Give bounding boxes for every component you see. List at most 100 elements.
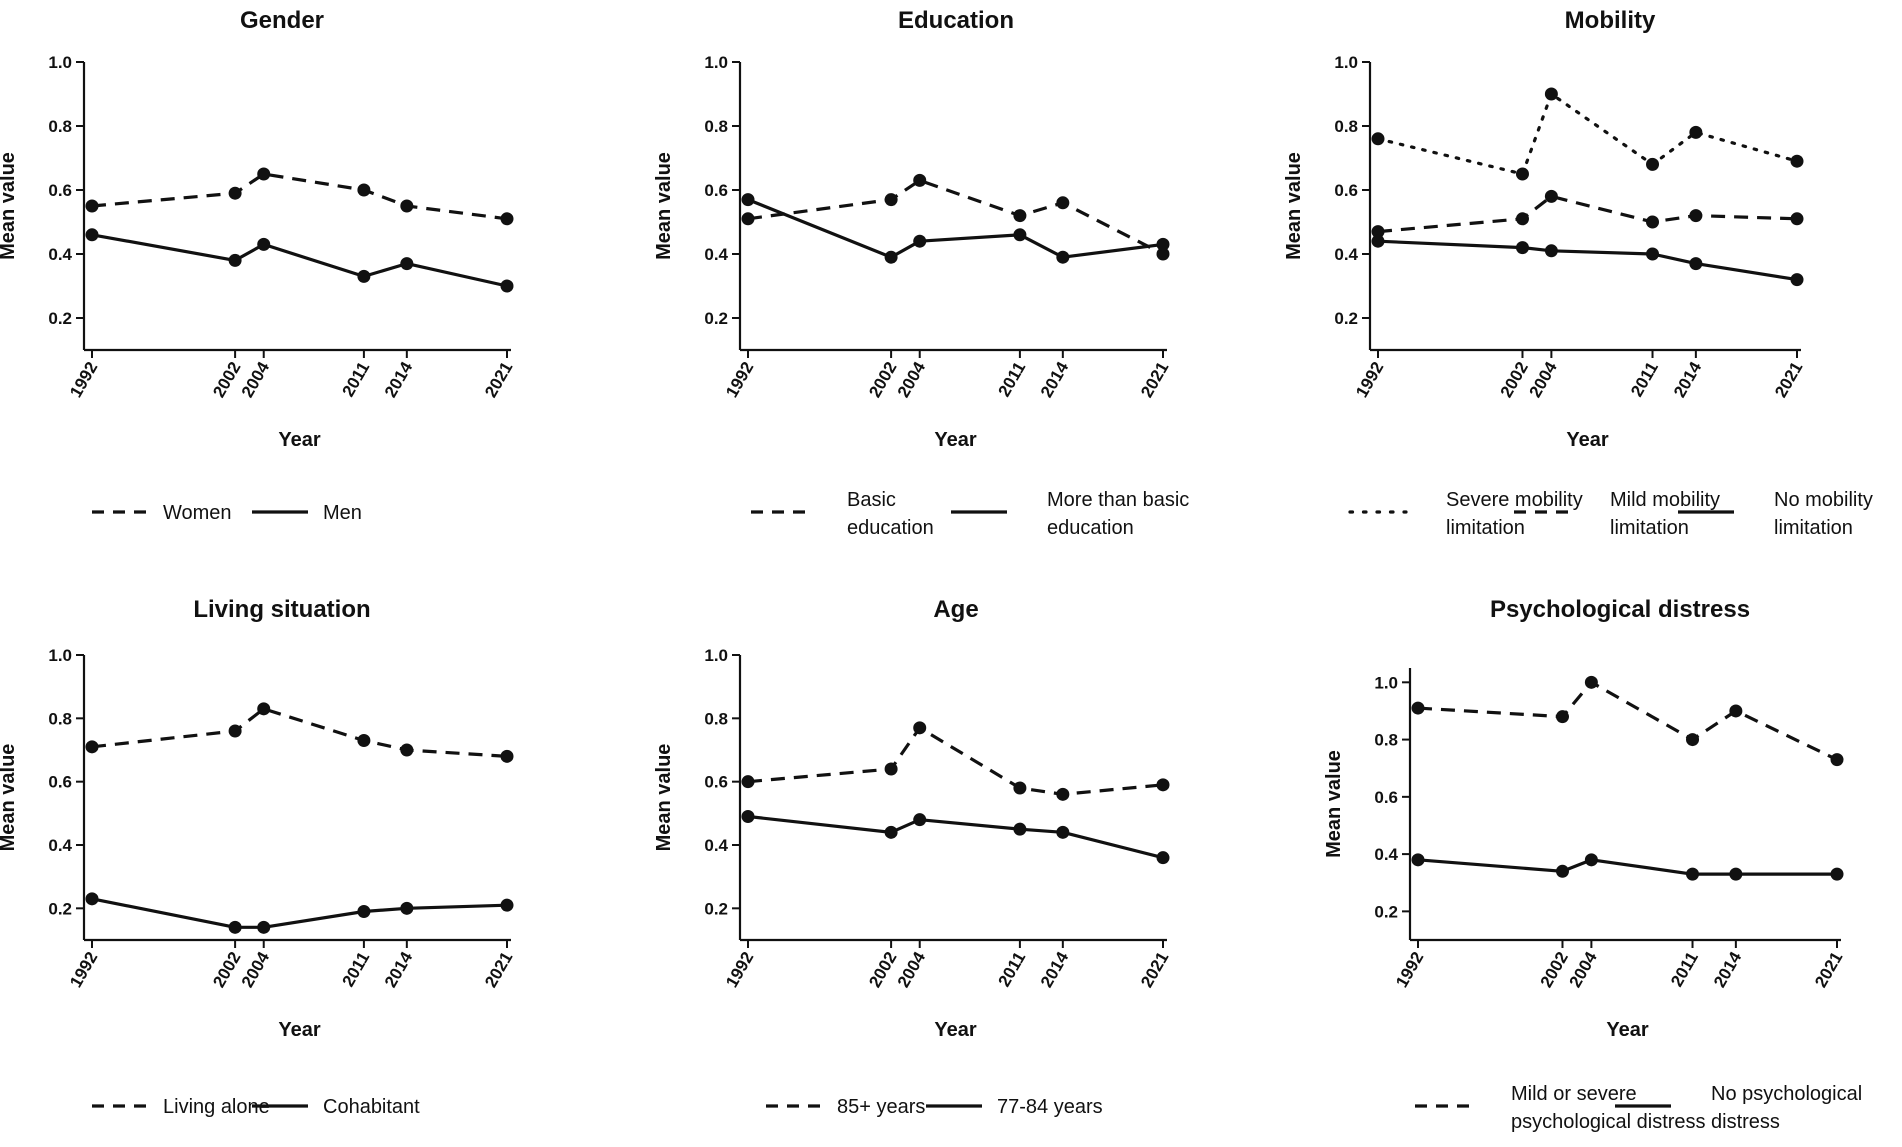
data-point (1555, 710, 1569, 724)
y-tick-label: 1.0 (704, 646, 728, 665)
x-tick-label: 2014 (1037, 358, 1073, 401)
y-tick-label: 0.4 (704, 836, 728, 855)
data-point (1584, 853, 1598, 867)
x-axis-title: Year (1606, 1019, 1648, 1041)
y-tick-label: 0.8 (704, 117, 728, 136)
y-axis-title: Mean value (0, 152, 19, 260)
data-point (884, 762, 898, 776)
data-point (1729, 867, 1743, 881)
y-tick-label: 0.4 (48, 836, 72, 855)
series-line-dotted (1376, 92, 1799, 176)
data-point (357, 905, 371, 918)
data-point (400, 901, 414, 915)
data-point (913, 721, 927, 735)
data-point (1646, 157, 1660, 171)
y-tick-label: 0.8 (48, 709, 72, 728)
y-axis-title: Mean value (1283, 152, 1305, 260)
x-tick-label: 2014 (1670, 358, 1706, 401)
data-point (257, 702, 271, 716)
data-point (1790, 212, 1804, 226)
y-tick-label: 0.8 (1374, 731, 1398, 750)
data-point (85, 740, 99, 754)
x-axis-title: Year (278, 1019, 320, 1041)
panel-mobility: Mobility 0.2 0.4 0.6 0.8 1.0 Mean value 1992 200… (1283, 7, 1873, 539)
legend-label: education (847, 517, 934, 539)
x-tick-label: 2011 (1627, 359, 1662, 400)
y-tick-label: 0.6 (48, 181, 72, 200)
series-line-solid (1417, 858, 1837, 876)
y-tick-label: 0.4 (704, 245, 728, 264)
data-point (1411, 701, 1425, 715)
y-tick-label: 0.2 (48, 899, 72, 918)
data-point (500, 279, 514, 293)
data-point (1584, 675, 1598, 689)
x-tick-label: 1992 (722, 949, 757, 991)
x-tick-label: 2014 (1710, 948, 1746, 991)
data-point (1689, 209, 1703, 223)
x-tick-label: 2002 (1497, 359, 1532, 401)
data-point (1411, 853, 1425, 867)
legend-label: No psychological (1711, 1083, 1862, 1105)
x-tick-label: 2004 (238, 358, 274, 401)
y-tick-label: 0.6 (704, 181, 728, 200)
legend-label: Mild or severe (1511, 1083, 1637, 1105)
y-axis-title: Mean value (1323, 750, 1345, 858)
series-line-solid (91, 233, 508, 288)
data-point (85, 228, 99, 242)
legend-label: limitation (1774, 517, 1853, 539)
legend-label: psychological distress (1511, 1111, 1706, 1133)
legend-label: More than basic (1047, 489, 1189, 511)
x-tick-label: 2014 (1037, 948, 1073, 991)
data-point (1013, 822, 1027, 836)
data-point (1729, 704, 1743, 718)
y-tick-label: 1.0 (704, 53, 728, 72)
y-tick-label: 0.2 (704, 899, 728, 918)
panel-title: Living situation (193, 596, 370, 623)
panel-title: Age (933, 596, 978, 623)
data-point (1515, 167, 1529, 181)
legend-label: Basic (847, 489, 896, 511)
series-line-solid (91, 897, 508, 929)
x-tick-label: 2002 (209, 949, 244, 991)
panel-age: Age 0.2 0.4 0.6 0.8 1.0 Mean value 1992 20022004… (653, 596, 1172, 1118)
x-tick-label: 2011 (338, 949, 373, 990)
x-tick-label: 2011 (338, 359, 373, 400)
data-point (228, 724, 242, 738)
series-line-dashed (91, 172, 508, 221)
data-point (1686, 867, 1700, 881)
legend-label: No mobility (1774, 489, 1873, 511)
series-line-solid (747, 198, 1164, 259)
data-point (741, 810, 755, 823)
x-axis-title: Year (934, 1019, 976, 1041)
legend-label: limitation (1610, 517, 1689, 539)
data-point (1646, 247, 1660, 261)
series-line-dashed (91, 707, 508, 758)
data-point (1544, 189, 1558, 203)
data-point (1056, 787, 1070, 801)
data-point (357, 183, 371, 197)
y-tick-label: 0.2 (1374, 902, 1398, 921)
x-tick-label: 1992 (1352, 359, 1387, 401)
x-tick-label: 1992 (66, 359, 101, 401)
y-tick-label: 0.8 (1334, 117, 1358, 136)
data-point (913, 813, 927, 827)
data-point (913, 173, 927, 187)
legend-label: limitation (1446, 517, 1525, 539)
y-tick-label: 0.8 (704, 709, 728, 728)
data-point (257, 167, 271, 181)
x-axis-title: Year (1566, 429, 1608, 451)
panel-living-situation: Living situation 0.2 0.4 0.6 0.8 1.0 Mean valu… (0, 596, 516, 1118)
x-tick-label: 1992 (66, 949, 101, 991)
series-line-solid (1377, 239, 1798, 282)
data-point (741, 212, 755, 226)
data-point (357, 734, 371, 747)
y-tick-label: 0.2 (48, 309, 72, 328)
data-point (1013, 209, 1027, 223)
x-axis-title: Year (278, 429, 320, 451)
y-tick-label: 0.6 (48, 773, 72, 792)
legend-label: distress (1711, 1111, 1780, 1133)
data-point (741, 775, 755, 789)
x-tick-label: 2021 (1771, 359, 1806, 401)
x-tick-label: 2021 (1137, 359, 1172, 401)
data-point (1790, 273, 1804, 287)
